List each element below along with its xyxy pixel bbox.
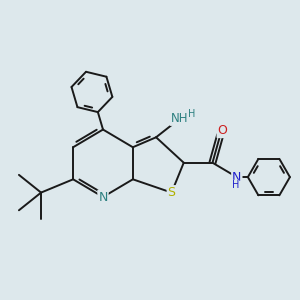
- Text: H: H: [188, 109, 196, 119]
- Text: O: O: [218, 124, 227, 137]
- Text: NH: NH: [171, 112, 188, 125]
- Text: S: S: [168, 186, 176, 199]
- Text: N: N: [232, 171, 242, 184]
- Text: N: N: [98, 190, 108, 203]
- Text: H: H: [232, 180, 239, 190]
